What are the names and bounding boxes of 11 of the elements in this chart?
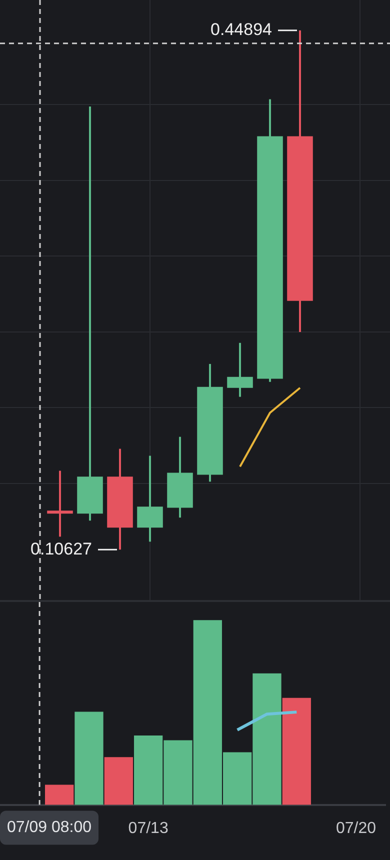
ref-line-label: 07/09 08:00 — [7, 819, 92, 836]
annotation: 0.44894 — [210, 20, 272, 40]
x-tick-label: 07/20 — [336, 820, 376, 837]
candlestick — [47, 470, 73, 538]
x-tick-label: 07/13 — [128, 820, 168, 837]
annotation: 0.10627 — [30, 539, 92, 558]
candlestick — [77, 106, 103, 522]
bar — [74, 712, 104, 805]
bar — [104, 757, 133, 805]
bar — [45, 784, 74, 805]
bar — [282, 698, 311, 805]
